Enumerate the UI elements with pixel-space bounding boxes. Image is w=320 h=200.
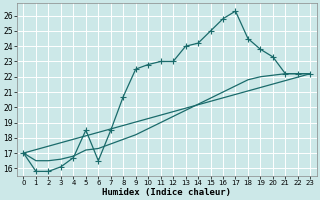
X-axis label: Humidex (Indice chaleur): Humidex (Indice chaleur): [102, 188, 231, 197]
